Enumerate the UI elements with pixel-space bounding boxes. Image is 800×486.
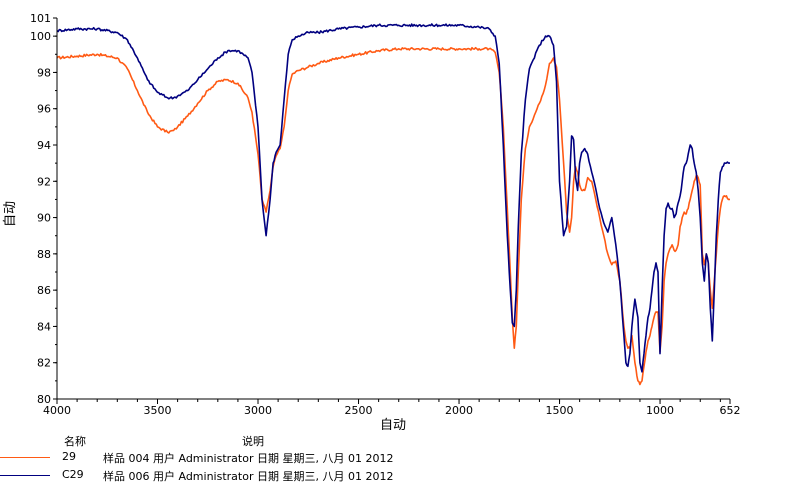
y-tick-label: 84 xyxy=(37,320,51,333)
x-tick-label: 3500 xyxy=(144,404,172,417)
series-line-c29 xyxy=(56,23,730,373)
y-tick-label: 96 xyxy=(37,103,51,116)
y-tick-label: 86 xyxy=(37,284,51,297)
x-tick-label: 1500 xyxy=(546,404,574,417)
series-line-29 xyxy=(56,46,730,386)
legend-entry: 29 样品 004 用户 Administrator 日期 星期三, 八月 01… xyxy=(0,450,800,466)
y-tick-label: 92 xyxy=(37,175,51,188)
legend-series-description: 样品 004 用户 Administrator 日期 星期三, 八月 01 20… xyxy=(103,452,394,465)
legend-entry: C29 样品 006 用户 Administrator 日期 星期三, 八月 0… xyxy=(0,468,800,484)
legend-swatch xyxy=(0,475,50,476)
y-tick-label: 101 xyxy=(30,12,51,25)
spectrum-chart: 80 82 84 86 88 90 92 94 96 98 100 101 4000 3500 3000 25… xyxy=(3,12,741,430)
y-tick-label: 94 xyxy=(37,139,51,152)
legend-series-description: 样品 006 用户 Administrator 日期 星期三, 八月 01 20… xyxy=(103,470,394,483)
x-tick-label: 4000 xyxy=(43,404,71,417)
y-tick-label: 82 xyxy=(37,357,51,370)
legend-header-description: 说明 xyxy=(242,435,264,448)
x-tick-label: 652 xyxy=(720,404,741,417)
legend: 名称 说明 29 样品 004 用户 Administrator 日期 星期三,… xyxy=(0,430,800,486)
x-tick-label: 2000 xyxy=(445,404,473,417)
chart-axes: 80 82 84 86 88 90 92 94 96 98 100 101 4000 3500 3000 25… xyxy=(30,12,741,417)
legend-swatch xyxy=(0,457,50,458)
x-axis-title: 自动 xyxy=(380,418,406,430)
legend-series-name: C29 xyxy=(62,468,84,481)
plot-series xyxy=(56,23,730,386)
y-tick-label: 90 xyxy=(37,212,51,225)
y-tick-label: 98 xyxy=(37,66,51,79)
x-tick-label: 2500 xyxy=(345,404,373,417)
y-axis-title: 自动 xyxy=(3,201,18,227)
legend-series-name: 29 xyxy=(62,450,76,463)
legend-header-name: 名称 xyxy=(64,435,86,448)
y-tick-label: 88 xyxy=(37,248,51,261)
y-tick-label: 80 xyxy=(37,393,51,406)
x-tick-label: 1000 xyxy=(646,404,674,417)
y-tick-label: 100 xyxy=(30,30,51,43)
x-tick-label: 3000 xyxy=(244,404,272,417)
